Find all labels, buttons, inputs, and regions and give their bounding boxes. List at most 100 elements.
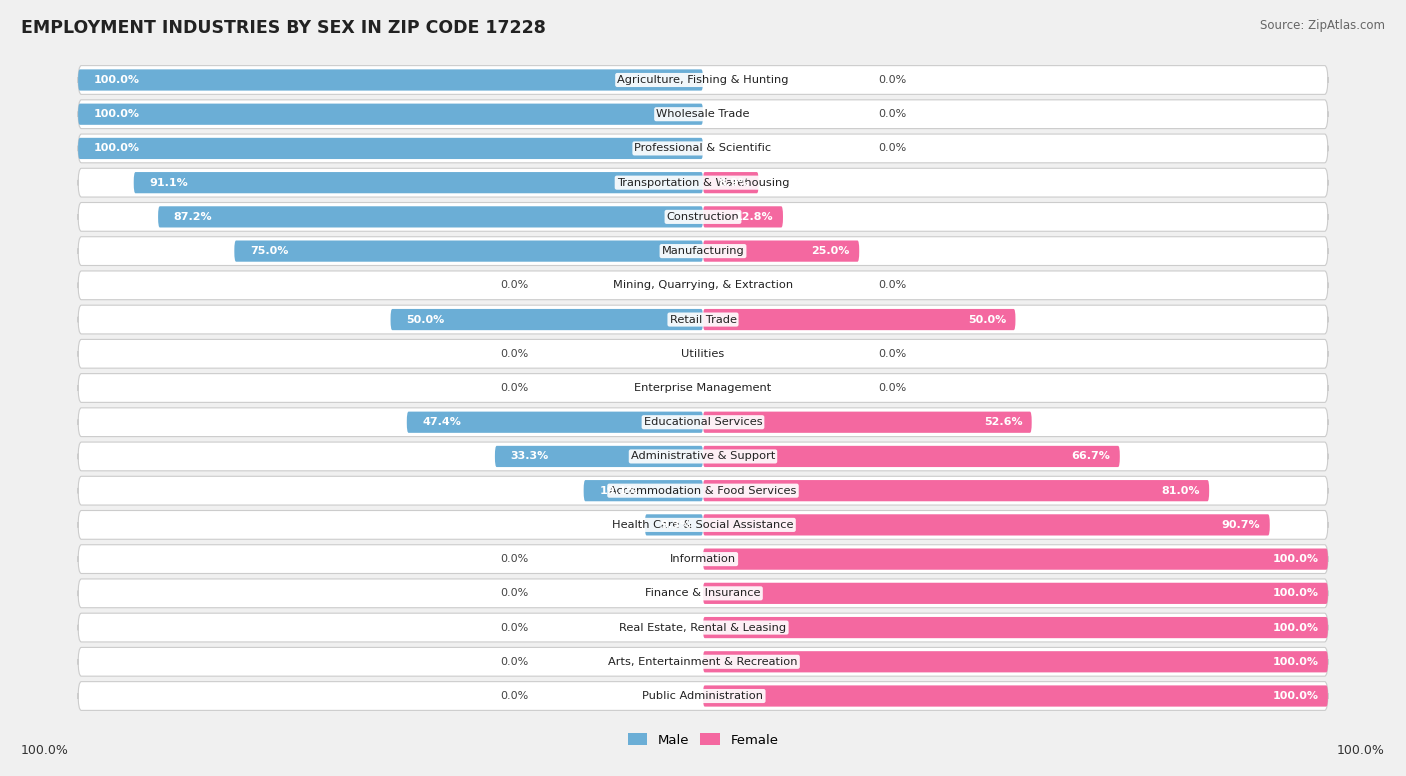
FancyBboxPatch shape	[703, 685, 1327, 707]
Text: Transportation & Warehousing: Transportation & Warehousing	[617, 178, 789, 188]
FancyBboxPatch shape	[703, 514, 1270, 535]
FancyBboxPatch shape	[79, 579, 1327, 608]
FancyBboxPatch shape	[79, 408, 1327, 437]
Legend: Male, Female: Male, Female	[623, 728, 783, 752]
FancyBboxPatch shape	[703, 241, 859, 262]
Text: 0.0%: 0.0%	[877, 280, 907, 290]
Text: 19.1%: 19.1%	[599, 486, 638, 496]
FancyBboxPatch shape	[703, 411, 1032, 433]
FancyBboxPatch shape	[703, 206, 783, 227]
Text: Construction: Construction	[666, 212, 740, 222]
Text: 0.0%: 0.0%	[877, 348, 907, 359]
Text: 0.0%: 0.0%	[499, 348, 529, 359]
Text: 81.0%: 81.0%	[1161, 486, 1199, 496]
Text: 100.0%: 100.0%	[21, 743, 69, 757]
FancyBboxPatch shape	[235, 241, 703, 262]
FancyBboxPatch shape	[703, 617, 1327, 638]
Text: 8.9%: 8.9%	[718, 178, 749, 188]
Text: 50.0%: 50.0%	[406, 314, 444, 324]
FancyBboxPatch shape	[79, 647, 1327, 676]
FancyBboxPatch shape	[79, 442, 1327, 471]
FancyBboxPatch shape	[79, 203, 1327, 231]
Text: Source: ZipAtlas.com: Source: ZipAtlas.com	[1260, 19, 1385, 33]
FancyBboxPatch shape	[79, 134, 1327, 163]
Text: 100.0%: 100.0%	[94, 109, 139, 120]
FancyBboxPatch shape	[134, 172, 703, 193]
Text: Mining, Quarrying, & Extraction: Mining, Quarrying, & Extraction	[613, 280, 793, 290]
Text: Enterprise Management: Enterprise Management	[634, 383, 772, 393]
FancyBboxPatch shape	[157, 206, 703, 227]
Text: Professional & Scientific: Professional & Scientific	[634, 144, 772, 154]
FancyBboxPatch shape	[79, 613, 1327, 642]
Text: 0.0%: 0.0%	[499, 280, 529, 290]
Text: Manufacturing: Manufacturing	[662, 246, 744, 256]
FancyBboxPatch shape	[703, 309, 1015, 330]
Text: 100.0%: 100.0%	[1272, 554, 1319, 564]
Text: 52.6%: 52.6%	[984, 417, 1022, 428]
Text: 0.0%: 0.0%	[499, 588, 529, 598]
Text: 100.0%: 100.0%	[1272, 588, 1319, 598]
Text: 0.0%: 0.0%	[877, 109, 907, 120]
FancyBboxPatch shape	[703, 480, 1209, 501]
Text: 33.3%: 33.3%	[510, 452, 548, 462]
FancyBboxPatch shape	[406, 411, 703, 433]
Text: 50.0%: 50.0%	[967, 314, 1007, 324]
Text: 100.0%: 100.0%	[94, 144, 139, 154]
Text: 91.1%: 91.1%	[149, 178, 188, 188]
FancyBboxPatch shape	[703, 651, 1327, 672]
Text: 66.7%: 66.7%	[1071, 452, 1111, 462]
Text: Health Care & Social Assistance: Health Care & Social Assistance	[612, 520, 794, 530]
Text: Educational Services: Educational Services	[644, 417, 762, 428]
Text: 75.0%: 75.0%	[250, 246, 288, 256]
FancyBboxPatch shape	[391, 309, 703, 330]
FancyBboxPatch shape	[495, 446, 703, 467]
Text: 25.0%: 25.0%	[811, 246, 849, 256]
FancyBboxPatch shape	[645, 514, 703, 535]
Text: 47.4%: 47.4%	[422, 417, 461, 428]
Text: Administrative & Support: Administrative & Support	[631, 452, 775, 462]
Text: 12.8%: 12.8%	[735, 212, 773, 222]
FancyBboxPatch shape	[79, 104, 703, 125]
FancyBboxPatch shape	[79, 339, 1327, 368]
Text: 0.0%: 0.0%	[877, 75, 907, 85]
Text: 100.0%: 100.0%	[1272, 622, 1319, 632]
Text: 0.0%: 0.0%	[499, 622, 529, 632]
Text: Retail Trade: Retail Trade	[669, 314, 737, 324]
FancyBboxPatch shape	[79, 305, 1327, 334]
FancyBboxPatch shape	[79, 271, 1327, 300]
Text: 100.0%: 100.0%	[94, 75, 139, 85]
FancyBboxPatch shape	[703, 549, 1327, 570]
Text: Wholesale Trade: Wholesale Trade	[657, 109, 749, 120]
Text: Agriculture, Fishing & Hunting: Agriculture, Fishing & Hunting	[617, 75, 789, 85]
Text: 0.0%: 0.0%	[499, 554, 529, 564]
FancyBboxPatch shape	[79, 681, 1327, 710]
Text: 0.0%: 0.0%	[499, 691, 529, 701]
FancyBboxPatch shape	[79, 545, 1327, 573]
Text: Arts, Entertainment & Recreation: Arts, Entertainment & Recreation	[609, 656, 797, 667]
Text: 0.0%: 0.0%	[499, 656, 529, 667]
Text: Public Administration: Public Administration	[643, 691, 763, 701]
FancyBboxPatch shape	[79, 100, 1327, 129]
Text: 90.7%: 90.7%	[1222, 520, 1260, 530]
FancyBboxPatch shape	[79, 69, 703, 91]
Text: 87.2%: 87.2%	[174, 212, 212, 222]
FancyBboxPatch shape	[79, 373, 1327, 403]
Text: Real Estate, Rental & Leasing: Real Estate, Rental & Leasing	[620, 622, 786, 632]
Text: Finance & Insurance: Finance & Insurance	[645, 588, 761, 598]
FancyBboxPatch shape	[79, 138, 703, 159]
Text: 100.0%: 100.0%	[1337, 743, 1385, 757]
Text: 100.0%: 100.0%	[1272, 656, 1319, 667]
FancyBboxPatch shape	[703, 446, 1119, 467]
Text: 0.0%: 0.0%	[499, 383, 529, 393]
FancyBboxPatch shape	[79, 66, 1327, 95]
FancyBboxPatch shape	[703, 583, 1327, 604]
Text: Utilities: Utilities	[682, 348, 724, 359]
Text: 9.3%: 9.3%	[661, 520, 692, 530]
Text: 0.0%: 0.0%	[877, 383, 907, 393]
Text: 100.0%: 100.0%	[1272, 691, 1319, 701]
FancyBboxPatch shape	[79, 237, 1327, 265]
FancyBboxPatch shape	[703, 172, 759, 193]
FancyBboxPatch shape	[79, 476, 1327, 505]
Text: Accommodation & Food Services: Accommodation & Food Services	[609, 486, 797, 496]
FancyBboxPatch shape	[79, 168, 1327, 197]
